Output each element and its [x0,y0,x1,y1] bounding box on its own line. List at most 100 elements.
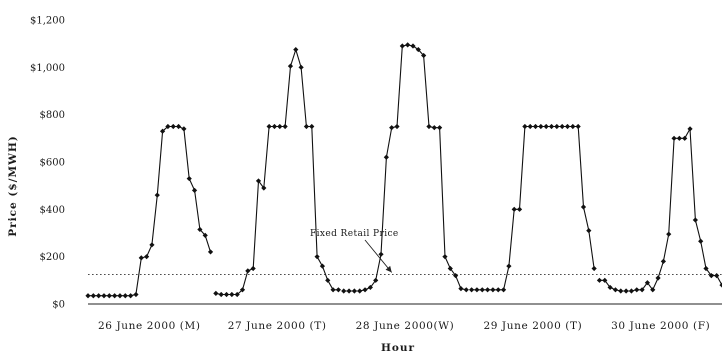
x-day-label: 30 June 2000 (F) [611,320,710,332]
price-series-line [343,44,467,292]
price-point [527,123,533,130]
price-point [303,123,310,130]
price-point [703,265,709,272]
price-point [128,293,134,299]
x-axis-title: Hour [381,342,415,354]
price-point [239,287,246,293]
price-point [298,64,304,70]
price-point [463,287,469,293]
price-point [437,125,443,131]
price-point [447,265,453,272]
price-point [410,43,416,49]
price-point [671,135,677,141]
price-point [325,277,331,283]
price-point [223,291,230,298]
price-point [676,135,682,141]
price-point [314,254,320,260]
x-day-label: 28 June 2000(W) [356,320,455,332]
price-point [495,287,501,293]
price-point [373,277,379,283]
price-point [245,268,251,274]
price-point [271,123,278,130]
price-point [250,265,256,272]
price-point [165,123,171,130]
price-point [96,293,102,299]
price-point [90,293,96,299]
price-point [479,287,485,293]
price-point [181,126,187,132]
price-point [159,128,166,134]
price-point [234,291,240,298]
price-point [149,242,155,248]
price-point [106,293,112,299]
price-point [708,273,714,279]
price-point [415,46,421,53]
price-point [554,123,560,130]
price-point [85,293,91,299]
price-point [191,187,198,193]
price-point [442,254,448,260]
price-point [548,123,555,130]
price-point [122,293,128,299]
price-point [101,293,107,299]
price-point [516,206,523,212]
price-point [421,52,427,59]
price-point [319,263,326,269]
price-point [522,123,528,130]
price-point [655,275,661,281]
price-point [591,265,597,272]
price-point [586,228,592,234]
price-point [596,277,603,283]
price-point [117,293,123,299]
y-tick-label: $0 [52,300,65,311]
price-point [357,288,363,294]
y-tick-label: $600 [40,158,65,169]
price-point [458,286,464,292]
price-point [335,287,342,293]
price-point [511,206,517,212]
price-point [362,287,368,293]
price-point [639,287,645,293]
series-group [85,42,722,299]
price-point [207,249,214,255]
price-point [628,288,635,294]
price-point [202,232,208,238]
price-point [346,288,352,294]
price-point [218,291,224,298]
price-point [644,280,651,286]
price-series-line [471,125,595,291]
price-point [468,287,475,293]
price-point [660,258,666,264]
price-point [405,42,411,48]
price-point [666,231,672,237]
reference-line-group [88,239,722,275]
price-point [287,63,294,69]
price-point [623,288,629,294]
x-day-label: 26 June 2000 (M) [98,320,201,332]
labels-group: $0 $200 $400 $600 $800 $1,000 $1,200 26 June 20… [30,16,710,333]
price-point [682,135,688,141]
price-point [383,154,389,160]
price-series-line [215,47,339,296]
price-point [394,123,400,130]
price-point [138,255,144,261]
price-point [213,290,219,296]
price-point [229,291,235,298]
price-point [112,293,118,299]
price-point [580,204,587,210]
price-point [532,123,539,130]
price-point [575,123,581,130]
price-point [367,284,373,291]
price-point [378,251,384,257]
x-day-label: 29 June 2000 (T) [483,320,582,332]
price-point [607,284,613,291]
price-point [351,288,357,294]
price-point [714,273,720,279]
price-point [634,287,640,293]
price-point [474,287,480,293]
price-point [484,287,491,293]
y-tick-label: $800 [40,110,65,121]
price-point [559,123,565,130]
price-point [719,282,722,288]
annotation-arrowhead [385,265,392,273]
